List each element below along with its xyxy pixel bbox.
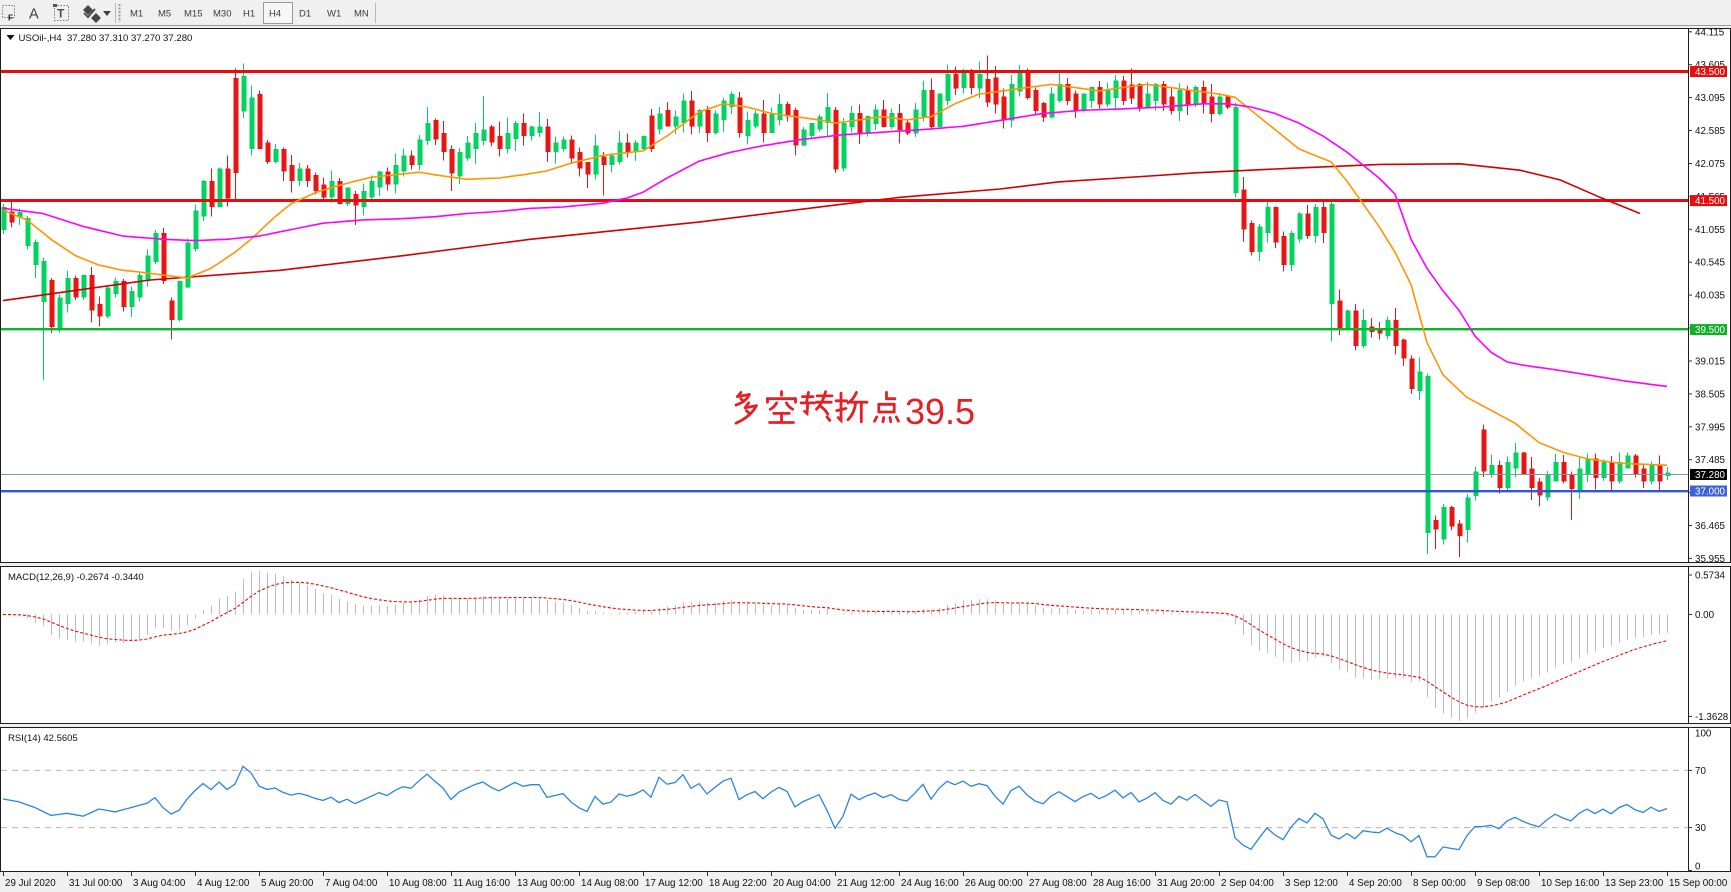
svg-text:0.5734: 0.5734 [1695, 571, 1726, 582]
svg-text:RSI(14) 42.5605: RSI(14) 42.5605 [8, 733, 78, 744]
svg-text:5 Aug 20:00: 5 Aug 20:00 [261, 878, 314, 889]
svg-text:43.605: 43.605 [1695, 60, 1726, 71]
svg-text:MN: MN [354, 9, 369, 20]
svg-text:42.075: 42.075 [1695, 159, 1726, 170]
svg-text:39.015: 39.015 [1695, 357, 1726, 368]
svg-text:38.505: 38.505 [1695, 389, 1726, 400]
svg-text:40.545: 40.545 [1695, 258, 1726, 269]
svg-text:-1.3628: -1.3628 [1695, 712, 1729, 723]
svg-text:7 Aug 04:00: 7 Aug 04:00 [325, 878, 378, 889]
svg-text:70: 70 [1695, 766, 1706, 777]
svg-text:24 Aug 16:00: 24 Aug 16:00 [901, 878, 959, 889]
svg-text:F: F [8, 13, 13, 23]
svg-text:T: T [57, 7, 65, 21]
svg-text:35.955: 35.955 [1695, 554, 1726, 565]
svg-text:M15: M15 [184, 9, 202, 20]
svg-text:39.500: 39.500 [1695, 325, 1726, 336]
svg-text:37.000: 37.000 [1695, 487, 1726, 498]
svg-text:0: 0 [1695, 862, 1701, 873]
svg-text:44.115: 44.115 [1695, 27, 1725, 38]
svg-text:17 Aug 12:00: 17 Aug 12:00 [645, 878, 703, 889]
svg-text:0.00: 0.00 [1695, 610, 1715, 621]
svg-text:26 Aug 00:00: 26 Aug 00:00 [965, 878, 1023, 889]
svg-text:13 Sep 23:00: 13 Sep 23:00 [1605, 878, 1664, 889]
svg-text:31 Jul 00:00: 31 Jul 00:00 [69, 878, 123, 889]
svg-text:37.280: 37.280 [1695, 470, 1726, 481]
svg-text:USOil-,H4 37.280 37.310 37.27: USOil-,H4 37.280 37.310 37.270 37.280 [19, 33, 193, 44]
svg-text:18 Aug 22:00: 18 Aug 22:00 [709, 878, 767, 889]
svg-text:4 Sep 20:00: 4 Sep 20:00 [1349, 878, 1402, 889]
svg-text:H1: H1 [243, 9, 255, 20]
svg-text:28 Aug 16:00: 28 Aug 16:00 [1093, 878, 1151, 889]
svg-text:30: 30 [1695, 823, 1706, 834]
svg-text:21 Aug 12:00: 21 Aug 12:00 [837, 878, 895, 889]
svg-text:11 Aug 16:00: 11 Aug 16:00 [453, 878, 511, 889]
svg-text:37.995: 37.995 [1695, 422, 1726, 433]
svg-text:36.465: 36.465 [1695, 521, 1726, 532]
svg-text:40.035: 40.035 [1695, 291, 1726, 302]
svg-text:10 Aug 08:00: 10 Aug 08:00 [389, 878, 447, 889]
svg-text:41.055: 41.055 [1695, 225, 1726, 236]
svg-text:M30: M30 [213, 9, 231, 20]
svg-text:29 Jul 2020: 29 Jul 2020 [5, 878, 56, 889]
svg-text:43.500: 43.500 [1695, 67, 1726, 78]
svg-text:D1: D1 [299, 9, 311, 20]
svg-text:8 Sep 00:00: 8 Sep 00:00 [1413, 878, 1466, 889]
svg-text:43.095: 43.095 [1695, 93, 1726, 104]
svg-text:27 Aug 08:00: 27 Aug 08:00 [1029, 878, 1087, 889]
svg-text:MACD(12,26,9) -0.2674 -0.3440: MACD(12,26,9) -0.2674 -0.3440 [8, 572, 144, 583]
svg-text:41.500: 41.500 [1695, 196, 1726, 207]
svg-text:14 Aug 08:00: 14 Aug 08:00 [581, 878, 639, 889]
svg-text:3 Aug 04:00: 3 Aug 04:00 [133, 878, 186, 889]
svg-text:37.485: 37.485 [1695, 455, 1726, 466]
svg-text:W1: W1 [327, 9, 341, 20]
svg-text:39.5: 39.5 [905, 391, 975, 432]
svg-text:H4: H4 [269, 9, 281, 20]
svg-text:3 Sep 12:00: 3 Sep 12:00 [1285, 878, 1338, 889]
svg-text:13 Aug 00:00: 13 Aug 00:00 [517, 878, 575, 889]
svg-text:2 Sep 04:00: 2 Sep 04:00 [1221, 878, 1274, 889]
svg-text:20 Aug 04:00: 20 Aug 04:00 [773, 878, 831, 889]
svg-text:10 Sep 16:00: 10 Sep 16:00 [1541, 878, 1600, 889]
svg-text:4 Aug 12:00: 4 Aug 12:00 [197, 878, 250, 889]
svg-text:42.585: 42.585 [1695, 126, 1726, 137]
svg-text:31 Aug 20:00: 31 Aug 20:00 [1157, 878, 1215, 889]
svg-text:100: 100 [1695, 729, 1712, 740]
svg-text:M1: M1 [130, 9, 143, 20]
svg-text:9 Sep 08:00: 9 Sep 08:00 [1477, 878, 1530, 889]
svg-text:M5: M5 [158, 9, 171, 20]
svg-text:15 Sep 00:00: 15 Sep 00:00 [1669, 878, 1728, 889]
svg-text:A: A [29, 7, 39, 23]
